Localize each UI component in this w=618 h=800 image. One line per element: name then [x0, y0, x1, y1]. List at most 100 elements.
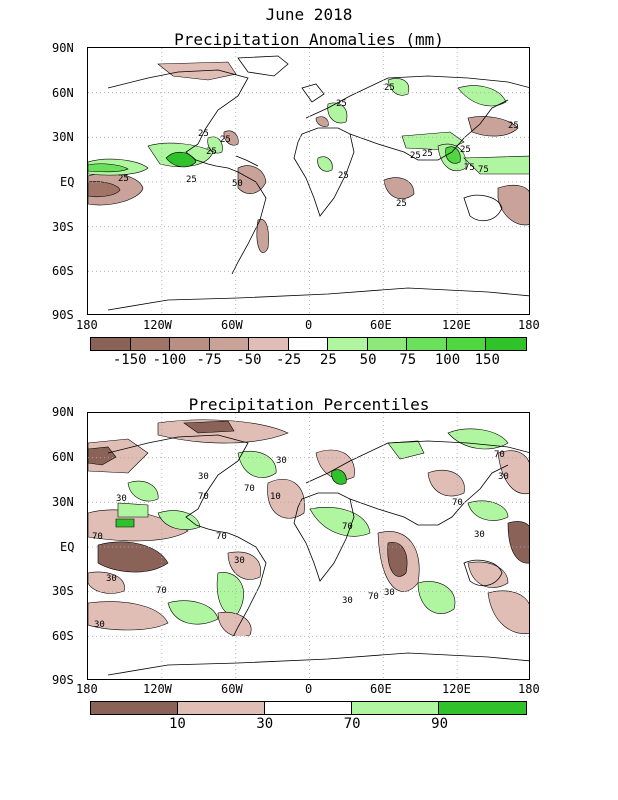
- colorbar-label: -150: [112, 352, 147, 368]
- map2-contour-label: 70: [494, 450, 505, 460]
- map1-anomaly-region: [457, 85, 507, 107]
- colorbar-swatch: [328, 338, 368, 350]
- map1-contour-label: 25: [336, 99, 347, 109]
- map1-lat-label: 90S: [52, 308, 74, 322]
- map1-lon-label: 60E: [370, 318, 392, 332]
- map2-colorbar: [90, 701, 527, 715]
- map1-colorbar: [90, 337, 527, 351]
- map2-lon-label: 0: [305, 682, 313, 696]
- map2-percentile-region: [88, 571, 125, 594]
- map2-coastline: [107, 434, 249, 532]
- map1-anomaly-region: [383, 177, 415, 200]
- colorbar-label: 70: [343, 716, 361, 732]
- map1-coastline: [235, 155, 259, 167]
- map2-percentile-region: [309, 507, 371, 537]
- map1-lon-label: 120E: [442, 318, 471, 332]
- map2-percentile-region: [216, 572, 244, 615]
- colorbar-swatch: [265, 702, 352, 714]
- map1-contour-label: 25: [396, 199, 407, 209]
- map1-anomaly-region: [317, 156, 333, 172]
- map1-contour-label: 25: [460, 145, 471, 155]
- map2-percentile-region: [507, 521, 529, 564]
- colorbar-label: 25: [319, 352, 337, 368]
- map1-contour-labels: 25 25 25 25 25 25 25 25 50 25 25 75 25 7…: [118, 83, 519, 209]
- map1-coastline: [305, 75, 529, 119]
- map2-coastline: [305, 440, 529, 484]
- map2-percentile-region: [387, 542, 408, 577]
- colorbar-label: 150: [474, 352, 500, 368]
- map2-percentile-region: [157, 510, 201, 530]
- map1-anomaly-region: [223, 130, 239, 146]
- map2-contour-label: 30: [106, 574, 117, 584]
- colorbar-swatch: [439, 702, 526, 714]
- map1-contour-label: 25: [508, 121, 519, 131]
- colorbar-swatch: [288, 338, 329, 350]
- map2-percentile-region: [167, 600, 219, 625]
- map2-percentile-region: [331, 469, 347, 485]
- map1-coastline: [293, 127, 355, 217]
- map2-percentile-region: [267, 478, 305, 519]
- map2-lon-label: 180: [76, 682, 98, 696]
- map2-grid: [88, 413, 529, 679]
- map2-contour-label: 30: [384, 588, 395, 598]
- map2-percentile-region: [183, 420, 235, 434]
- map2-percentile-region: [417, 581, 456, 614]
- colorbar-swatch: [249, 338, 289, 350]
- map2-percentile-region: [237, 451, 277, 478]
- map2-contour-label: 70: [368, 592, 379, 602]
- map2-contour-labels: 30 70 30 10 70 30 70 30 70 30 70 30 70 3…: [92, 450, 509, 630]
- map1-contour-label: 50: [232, 179, 243, 189]
- map1-coastline: [237, 55, 289, 77]
- map2-contour-label: 70: [92, 532, 103, 542]
- map1-anomaly-region: [165, 151, 197, 168]
- map2-percentile-region: [427, 469, 465, 497]
- map2-percentile-region: [497, 450, 529, 495]
- colorbar-swatch: [130, 338, 171, 350]
- map2-percentile-regions: [88, 419, 529, 637]
- map1-lon-label: 180: [76, 318, 98, 332]
- map2-lat-label: 30S: [52, 584, 74, 598]
- map1-anomaly-region: [327, 102, 348, 124]
- map2-title: Precipitation Percentiles: [188, 395, 430, 414]
- colorbar-label: 100: [434, 352, 461, 368]
- colorbar-label: 50: [359, 352, 377, 368]
- map2-contour-label: 70: [156, 586, 167, 596]
- colorbar-label: -75: [196, 352, 222, 368]
- map1-contour-label: 25: [186, 175, 197, 185]
- map2-contour-label: 70: [198, 492, 209, 502]
- map2-svg: 30 70 30 10 70 30 70 30 70 30 70 30 70 3…: [88, 413, 529, 679]
- map2-coastline: [107, 652, 529, 676]
- map1-contour-label: 25: [206, 147, 217, 157]
- map1-anomaly-region: [445, 146, 461, 164]
- map1-anomaly-region: [315, 116, 329, 127]
- map2-percentile-region: [88, 601, 169, 631]
- map1-contour-label: 75: [478, 165, 489, 175]
- map2-percentile-region: [227, 551, 261, 580]
- map2-lon-label: 60E: [370, 682, 392, 696]
- map1-lat-label: 90N: [52, 41, 74, 55]
- map2-contour-label: 70: [216, 532, 227, 542]
- colorbar-label: -50: [236, 352, 262, 368]
- colorbar-swatch: [91, 338, 131, 350]
- map1-coastline: [463, 194, 503, 222]
- map2-percentile-region: [467, 500, 509, 521]
- map2-percentile-region: [387, 440, 425, 460]
- colorbar-label: -100: [152, 352, 187, 368]
- map1-anomaly-region: [256, 218, 269, 253]
- colorbar-label: 75: [399, 352, 417, 368]
- map1-coastline: [301, 83, 325, 103]
- map2-contour-label: 30: [342, 596, 353, 606]
- map1-lat-label: 60N: [52, 86, 74, 100]
- map2-lon-label: 120E: [442, 682, 471, 696]
- map1-anomaly-region: [88, 163, 129, 173]
- colorbar-label: 10: [168, 716, 186, 732]
- map2-contour-label: 30: [474, 530, 485, 540]
- map2-percentile-region: [487, 590, 529, 634]
- map2-contour-label: 30: [276, 456, 287, 466]
- colorbar-swatch: [446, 338, 487, 350]
- map2-percentile-region: [127, 480, 159, 502]
- colorbar-swatch: [407, 338, 447, 350]
- map2-no-data-band: [88, 636, 529, 679]
- map1-lon-label: 0: [305, 318, 313, 332]
- map1-contour-label: 25: [118, 174, 129, 184]
